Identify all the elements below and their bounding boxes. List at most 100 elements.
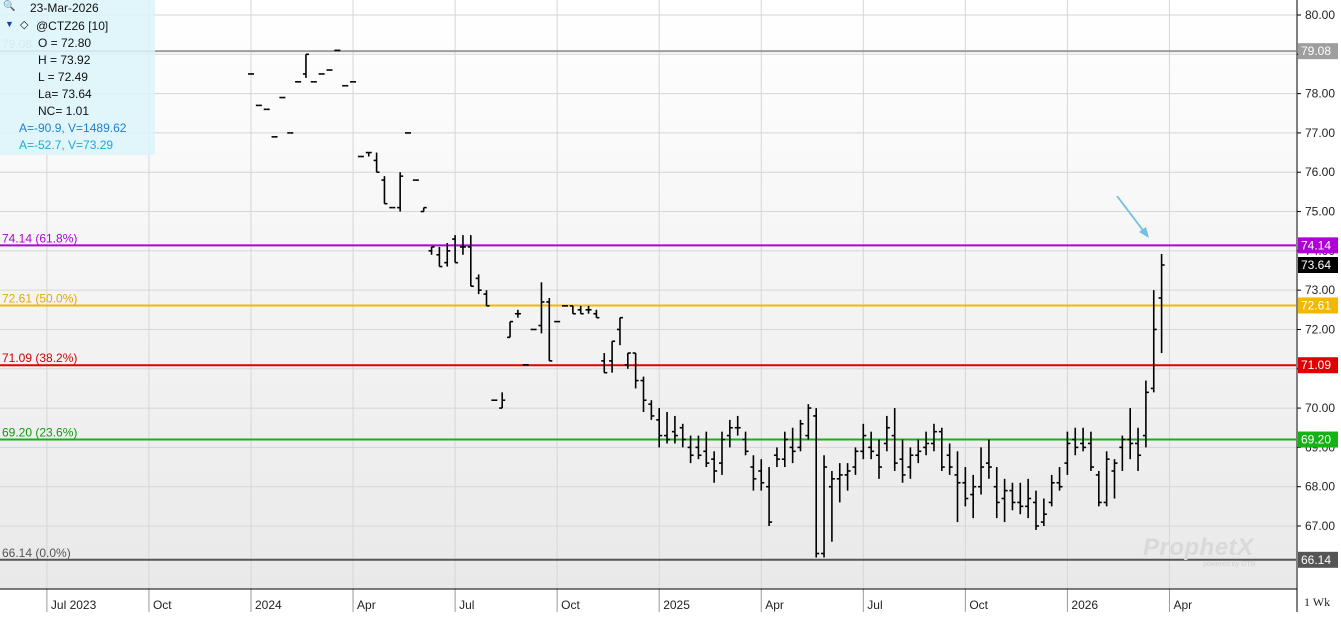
y-tick-label: 70.00 [1305, 401, 1335, 415]
ohlc-bar [365, 151, 372, 157]
level-label: 69.20 (23.6%) [2, 426, 77, 440]
y-tick-label: 68.00 [1305, 480, 1335, 494]
x-tick-label: Oct [153, 598, 172, 612]
ohlc-bar [962, 467, 969, 507]
ohlc-bar [648, 400, 655, 420]
triangle-down-icon[interactable]: ▼ [5, 19, 14, 29]
ohlc-bar [616, 316, 623, 346]
x-tick-label: Oct [969, 598, 988, 612]
ohlc-bar [695, 435, 702, 460]
ohlc-bar [1103, 451, 1110, 507]
ohlc-bar [397, 172, 404, 212]
ohlc-bar [773, 447, 780, 468]
ohlc-bar [1056, 467, 1063, 491]
ohlc-bar [538, 282, 545, 334]
y-tick-label: 80.00 [1305, 8, 1335, 22]
ohlc-bar [656, 408, 663, 448]
ohlc-bar [883, 415, 890, 452]
ohlc-bar [726, 419, 733, 448]
ohlc-bar [797, 419, 804, 452]
ohlc-bar [577, 305, 584, 315]
ohlc-bar [1025, 478, 1032, 519]
plot-background [0, 0, 1296, 589]
level-axis-badge [1298, 43, 1338, 60]
ohlc-bar [766, 467, 773, 526]
ohlc-bar [828, 470, 835, 542]
ohlc-bar [585, 305, 592, 314]
ohlc-bar [1080, 427, 1087, 452]
ohlc-bar [624, 352, 631, 369]
watermark-sub: powered by DTN [1203, 561, 1256, 568]
ohlc-bar [373, 152, 380, 174]
level-axis-badge [1298, 237, 1338, 254]
ohlc-bar [946, 443, 953, 475]
x-tick-label: Jul 2023 [51, 598, 97, 612]
watermark-logo: ProphetX [1143, 534, 1254, 561]
ohlc-bar [514, 309, 521, 318]
info-symbol: @CTZ26 [10] [36, 19, 109, 33]
info-open: O = 72.80 [38, 36, 92, 50]
ohlc-bar [546, 298, 553, 362]
y-tick-label: 67.00 [1305, 519, 1335, 533]
ohlc-bar [907, 447, 914, 479]
info-net-change: NC= 1.01 [38, 104, 90, 118]
info-low: L = 72.49 [38, 70, 88, 84]
ohlc-bar [444, 242, 451, 267]
ohlc-bar [915, 439, 922, 464]
y-tick-label: 75.00 [1305, 205, 1335, 219]
ohlc-bar [1064, 431, 1071, 475]
ohlc-bar [750, 455, 757, 491]
ohlc-bar [687, 435, 694, 464]
ohlc-bar [467, 235, 474, 288]
ohlc-bar [381, 176, 388, 205]
level-axis-label: 74.14 [1301, 238, 1331, 252]
ohlc-bar [789, 427, 796, 464]
x-tick-label: 2026 [1071, 598, 1098, 612]
level-axis-label: 66.14 [1301, 553, 1331, 567]
ohlc-bar [452, 235, 459, 264]
ohlc-bar [742, 431, 749, 456]
zoom-icon[interactable]: 🔍 [3, 1, 16, 12]
x-tick-label: 2025 [663, 598, 690, 612]
timeframe-label: 1 Wk [1304, 595, 1330, 609]
ohlc-bar [428, 246, 435, 255]
x-tick-label: Jul [459, 598, 474, 612]
ohlc-bar [734, 415, 741, 436]
level-axis-label: 71.09 [1301, 358, 1331, 372]
ohlc-bar [1017, 482, 1024, 515]
annotation-arrow-shaft [1116, 195, 1146, 234]
ohlc-bar [985, 439, 992, 479]
ohlc-bar [821, 455, 828, 558]
ohlc-bar [1009, 482, 1016, 511]
ohlc-bar [593, 309, 600, 319]
ohlc-bar [899, 439, 906, 483]
level-axis-label: 72.61 [1301, 298, 1331, 312]
ohlc-bar [1095, 470, 1102, 507]
ohlc-bar [1087, 431, 1094, 471]
ohlc-bar [781, 431, 788, 468]
level-axis-badge [1298, 357, 1338, 374]
level-label: 66.14 (0.0%) [2, 546, 71, 560]
ohlc-bar [1158, 253, 1165, 354]
ohlc-bar [1150, 290, 1157, 393]
ohlc-bar [860, 423, 867, 460]
ohlc-bar [679, 423, 686, 448]
level-axis-badge [1298, 551, 1338, 568]
info-last: La= 73.64 [38, 87, 92, 101]
ohlc-bar [507, 320, 514, 339]
ohlc-bar [671, 415, 678, 444]
level-label: 72.61 (50.0%) [2, 291, 77, 305]
x-tick-label: Apr [765, 598, 784, 612]
diamond-icon: ◇ [20, 19, 29, 31]
ohlc-bar [436, 246, 443, 268]
ohlc-bar [923, 431, 930, 456]
x-tick-label: Apr [357, 598, 376, 612]
ohlc-bar [813, 408, 820, 558]
x-tick-label: Jul [867, 598, 882, 612]
y-tick-label: 77.00 [1305, 126, 1335, 140]
ohlc-bar [938, 427, 945, 471]
ohlc-bar [1072, 427, 1079, 456]
x-tick-label: 2024 [255, 598, 282, 612]
